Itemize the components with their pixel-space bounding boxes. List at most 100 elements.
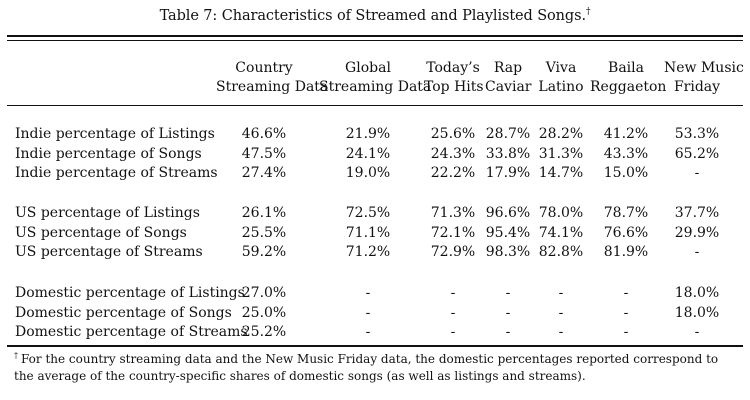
table-cell: - xyxy=(623,304,629,321)
table-cell: - xyxy=(450,324,456,340)
table-cell: 28.2% xyxy=(538,126,584,142)
table-cell: 46.6% xyxy=(241,126,287,142)
table-cell: 24.1% xyxy=(345,145,391,162)
column-header: Global Streaming Data xyxy=(319,59,432,96)
table-row: Indie percentage of Streams 27.4% 19.0% … xyxy=(0,164,750,184)
table-cell: 96.6% xyxy=(485,205,531,221)
column-header: New Music Friday xyxy=(664,59,744,96)
top-rule xyxy=(7,35,743,37)
footnote-dagger-mark: † xyxy=(14,351,18,360)
row-label: US percentage of Streams xyxy=(15,244,203,260)
table-cell: 25.2% xyxy=(241,324,287,340)
column-header-line1: New Music xyxy=(664,60,744,76)
column-header-line1: Today’s xyxy=(426,60,480,76)
table-cell: 21.9% xyxy=(345,126,391,142)
column-header-line1: Baila xyxy=(608,60,644,76)
table-cell: 27.0% xyxy=(241,285,287,301)
table-cell: - xyxy=(365,324,371,340)
column-header-line2: Caviar xyxy=(485,78,532,95)
table-cell: 78.0% xyxy=(538,205,584,221)
table-cell: - xyxy=(450,304,456,321)
row-label: US percentage of Listings xyxy=(15,205,200,221)
footnote-text: For the country streaming data and the N… xyxy=(14,352,719,383)
table-cell: 17.9% xyxy=(485,165,531,181)
table-cell: 53.3% xyxy=(674,126,720,142)
table-cell: - xyxy=(450,285,456,301)
table-cell: 15.0% xyxy=(603,165,649,181)
table-cell: 37.7% xyxy=(674,205,720,221)
table-cell: 72.1% xyxy=(430,224,476,241)
row-label: Indie percentage of Streams xyxy=(15,165,218,181)
table-cell: - xyxy=(505,324,511,340)
table-cell: - xyxy=(694,324,700,340)
table-caption: Table 7: Characteristics of Streamed and… xyxy=(0,7,750,25)
table-cell: - xyxy=(623,285,629,301)
table-cell: 72.9% xyxy=(430,244,476,260)
header-rule xyxy=(7,105,743,106)
table-cell: 41.2% xyxy=(603,126,649,142)
table-cell: - xyxy=(365,285,371,301)
table-cell: 65.2% xyxy=(674,145,720,162)
table-cell: 22.2% xyxy=(430,165,476,181)
table-cell: 47.5% xyxy=(241,145,287,162)
table-row: Domestic percentage of Listings 27.0% - … xyxy=(0,284,750,304)
table-row: Indie percentage of Songs 47.5% 24.1% 24… xyxy=(0,145,750,165)
bottom-rule xyxy=(7,345,743,347)
column-header-line1: Rap xyxy=(493,60,523,76)
column-header: Country Streaming Data xyxy=(216,59,329,96)
table-cell: 18.0% xyxy=(674,304,720,321)
column-header-line2: Latino xyxy=(538,78,584,95)
table-cell: 76.6% xyxy=(603,224,649,241)
table-cell: 25.5% xyxy=(241,224,287,241)
table-cell: - xyxy=(505,285,511,301)
table-cell: 71.1% xyxy=(345,224,391,241)
column-header-line2: Streaming Data xyxy=(319,78,432,95)
table-cell: 71.2% xyxy=(345,244,391,260)
table-row: US percentage of Streams 59.2% 71.2% 72.… xyxy=(0,243,750,263)
table-cell: 33.8% xyxy=(485,145,531,162)
table-cell: 14.7% xyxy=(538,165,584,181)
table-cell: 43.3% xyxy=(603,145,649,162)
caption-dagger-mark: † xyxy=(585,7,591,17)
table-row: US percentage of Listings 26.1% 72.5% 71… xyxy=(0,204,750,224)
table-cell: 26.1% xyxy=(241,205,287,221)
column-header: Viva Latino xyxy=(534,59,588,96)
row-label: Domestic percentage of Streams xyxy=(15,324,248,340)
row-label: Indie percentage of Songs xyxy=(15,145,202,162)
table-cell: - xyxy=(694,244,700,260)
column-header: Today’s Top Hits xyxy=(424,59,484,96)
table-row: Domestic percentage of Songs 25.0% - - -… xyxy=(0,304,750,324)
column-header-line2: Streaming Data xyxy=(216,78,329,95)
table-cell: 27.4% xyxy=(241,165,287,181)
table-cell: - xyxy=(623,324,629,340)
table-cell: 74.1% xyxy=(538,224,584,241)
table-cell: 28.7% xyxy=(485,126,531,142)
column-header-line2: Top Hits xyxy=(424,78,484,95)
table-cell: 82.8% xyxy=(538,244,584,260)
table-cell: 98.3% xyxy=(485,244,531,260)
table-cell: 24.3% xyxy=(430,145,476,162)
table-cell: 25.0% xyxy=(241,304,287,321)
top-rule-inner xyxy=(7,40,743,41)
table-cell: 59.2% xyxy=(241,244,287,260)
column-header-line1: Viva xyxy=(545,60,577,76)
table-cell: - xyxy=(505,304,511,321)
table-cell: 29.9% xyxy=(674,224,720,241)
column-header-line1: Global xyxy=(345,60,391,76)
table-cell: - xyxy=(365,304,371,321)
table-row: Indie percentage of Listings 46.6% 21.9%… xyxy=(0,125,750,145)
row-label: Indie percentage of Listings xyxy=(15,126,215,142)
table-row: US percentage of Songs 25.5% 71.1% 72.1%… xyxy=(0,224,750,244)
table-cell: 31.3% xyxy=(538,145,584,162)
table-cell: 95.4% xyxy=(485,224,531,241)
column-header: Baila Reggaeton xyxy=(590,59,666,96)
table-cell: 78.7% xyxy=(603,205,649,221)
table-cell: 72.5% xyxy=(345,205,391,221)
table-cell: - xyxy=(558,324,564,340)
table-footnote: † For the country streaming data and the … xyxy=(14,351,740,385)
table-cell: 25.6% xyxy=(430,126,476,142)
table-cell: 18.0% xyxy=(674,285,720,301)
table-cell: - xyxy=(558,285,564,301)
column-header-line2: Friday xyxy=(673,78,721,95)
